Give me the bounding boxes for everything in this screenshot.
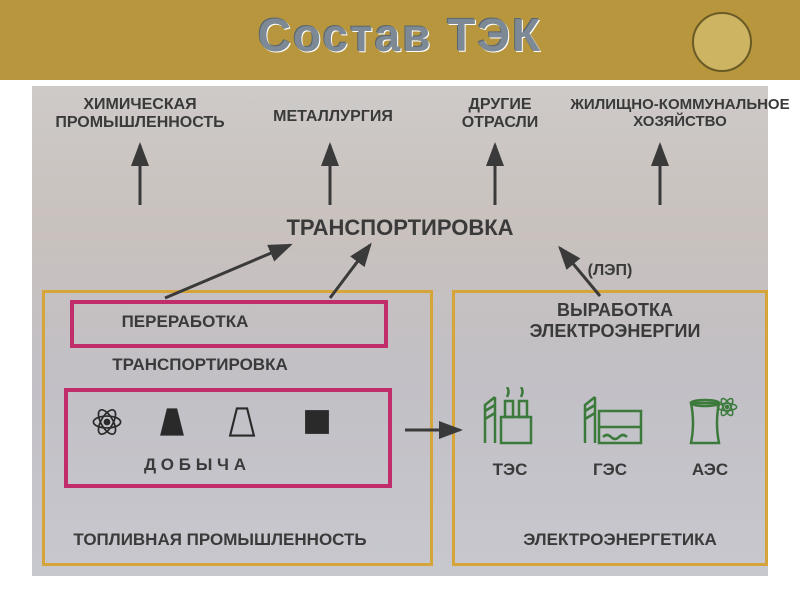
label-lep: (ЛЭП) xyxy=(575,262,645,280)
station-icon-thermal xyxy=(478,385,548,449)
label-pererabotka: ПЕРЕРАБОТКА xyxy=(95,312,275,332)
fuel-icon-trapezoid-light xyxy=(225,405,259,439)
label-electro_title: ЭЛЕКТРОЭНЕРГЕТИКА xyxy=(480,530,760,550)
station-label-nuclear: АЭС xyxy=(675,460,745,480)
label-fuel_title: ТОПЛИВНАЯ ПРОМЫШЛЕННОСТЬ xyxy=(50,530,390,550)
label-transport_mid: ТРАНСПОРТИРОВКА xyxy=(80,355,320,375)
fuel-icon-trapezoid-dark xyxy=(155,405,189,439)
label-dobycha: Д О Б Ы Ч А xyxy=(110,455,280,475)
fuel-icon-square-dark xyxy=(300,405,334,439)
label-transport_top: ТРАНСПОРТИРОВКА xyxy=(260,215,540,240)
label-housing: ЖИЛИЩНО-КОММУНАЛЬНОЕ ХОЗЯЙСТВО xyxy=(565,96,795,131)
label-other: ДРУГИЕ ОТРАСЛИ xyxy=(440,96,560,133)
station-icon-nuclear xyxy=(678,385,748,449)
label-metal: МЕТАЛЛУРГИЯ xyxy=(258,108,408,126)
station-label-hydro: ГЭС xyxy=(575,460,645,480)
decor-circle xyxy=(692,12,752,72)
station-label-thermal: ТЭС xyxy=(475,460,545,480)
label-vyrabotka: ВЫРАБОТКА ЭЛЕКТРОЭНЕРГИИ xyxy=(495,300,735,341)
fuel-icon-atom xyxy=(90,405,124,439)
station-icon-hydro xyxy=(578,385,648,449)
page-title: Состав ТЭК xyxy=(0,8,800,62)
stage: Состав ТЭК ХИМИЧЕСКАЯ ПРОМЫШЛЕННОСТЬ МЕТАЛ… xyxy=(0,0,800,600)
label-chem: ХИМИЧЕСКАЯ ПРОМЫШЛЕННОСТЬ xyxy=(40,96,240,133)
